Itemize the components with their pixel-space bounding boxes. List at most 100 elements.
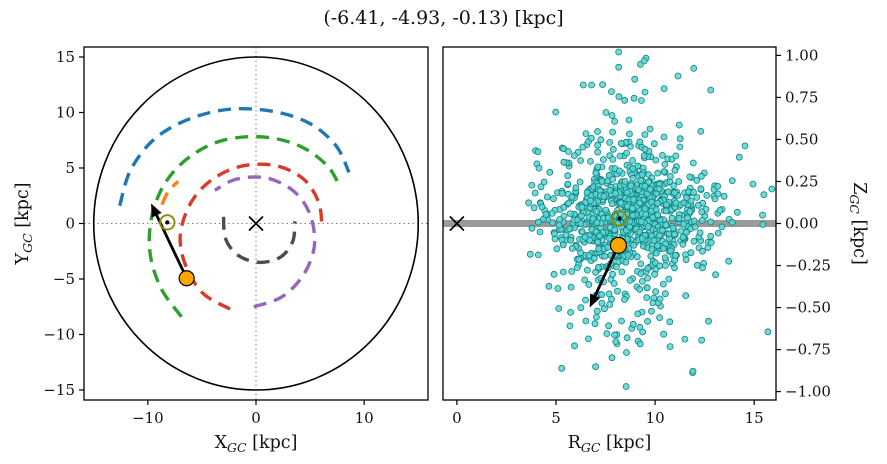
member-star xyxy=(671,189,678,197)
member-star xyxy=(558,364,566,372)
member-star xyxy=(641,88,649,96)
y-tick-label: 0.00 xyxy=(785,215,818,233)
y-tick-label: 0.75 xyxy=(785,88,818,106)
velocity-arrow-shaft xyxy=(593,244,620,297)
member-star xyxy=(725,257,733,265)
member-star xyxy=(650,140,658,148)
member-star xyxy=(661,254,669,262)
member-star xyxy=(741,142,749,150)
member-star xyxy=(582,296,589,304)
member-star xyxy=(548,209,556,217)
member-star xyxy=(603,330,611,338)
member-star xyxy=(651,270,658,278)
member-star xyxy=(643,284,651,292)
member-star xyxy=(698,336,705,344)
member-star xyxy=(592,169,600,177)
member-star xyxy=(571,342,578,350)
member-star xyxy=(687,249,695,257)
x-tick-label: 0 xyxy=(452,409,462,427)
xy-plot-area xyxy=(84,47,428,400)
member-star xyxy=(531,189,539,197)
member-star xyxy=(530,204,538,212)
member-star xyxy=(608,112,616,119)
member-star xyxy=(600,192,608,200)
member-star xyxy=(749,180,757,188)
member-star xyxy=(606,138,614,146)
spiral-arm-scutum-arm xyxy=(214,175,317,309)
member-star xyxy=(558,189,566,197)
member-star xyxy=(638,218,645,226)
member-star xyxy=(593,219,601,226)
member-star xyxy=(630,241,638,249)
member-star xyxy=(697,185,705,193)
member-star xyxy=(648,198,655,206)
member-star xyxy=(575,255,583,263)
member-star xyxy=(582,317,590,325)
member-star xyxy=(595,263,602,271)
member-star xyxy=(672,199,680,207)
member-star xyxy=(694,201,702,209)
member-star xyxy=(560,158,568,166)
velocity-arrow-head xyxy=(151,203,162,218)
member-star xyxy=(602,206,610,214)
member-star xyxy=(565,199,572,207)
member-star xyxy=(615,63,623,71)
member-star xyxy=(609,270,616,278)
member-star xyxy=(559,241,567,249)
member-star xyxy=(616,167,623,175)
member-star xyxy=(593,313,600,321)
member-star xyxy=(672,251,679,259)
member-star xyxy=(594,128,601,135)
member-star xyxy=(631,75,639,83)
member-star xyxy=(675,214,683,222)
member-star xyxy=(535,164,543,172)
member-star xyxy=(665,275,673,283)
member-star xyxy=(629,196,637,204)
member-star xyxy=(644,264,652,272)
spiral-arm-norma-arm xyxy=(221,216,297,265)
member-star xyxy=(587,197,594,205)
member-star xyxy=(764,328,772,336)
member-star xyxy=(690,188,697,196)
member-star xyxy=(605,290,613,298)
member-star xyxy=(690,237,698,245)
member-star xyxy=(578,203,586,211)
cluster-marker xyxy=(609,236,628,254)
member-star xyxy=(599,81,606,88)
member-star xyxy=(720,192,728,200)
member-star xyxy=(641,205,649,213)
member-star xyxy=(556,216,563,223)
member-star xyxy=(698,208,706,216)
member-star xyxy=(567,210,574,218)
member-star xyxy=(656,314,663,322)
member-star xyxy=(536,228,544,236)
member-star xyxy=(682,292,690,300)
member-star xyxy=(578,228,586,236)
member-star xyxy=(623,349,630,356)
galactic-center-marker xyxy=(449,215,465,232)
member-star xyxy=(582,130,590,138)
member-star xyxy=(649,299,657,307)
member-star xyxy=(690,65,698,72)
member-star xyxy=(579,143,587,151)
member-star xyxy=(728,177,736,185)
member-star xyxy=(592,268,599,276)
member-star xyxy=(579,81,587,89)
member-star xyxy=(652,156,660,164)
member-star xyxy=(600,156,607,163)
x-tick-label: 10 xyxy=(646,409,665,427)
member-star xyxy=(567,236,574,244)
member-star xyxy=(707,218,715,226)
member-star xyxy=(707,239,715,247)
y-tick-label: −15 xyxy=(43,381,75,399)
member-star xyxy=(759,211,766,219)
spiral-arm-outer-arm xyxy=(118,106,351,207)
member-star xyxy=(595,245,602,253)
sun-marker-dot xyxy=(617,216,622,221)
member-star xyxy=(577,219,585,227)
member-star xyxy=(546,168,554,176)
member-star xyxy=(577,157,584,164)
y-tick-label: 15 xyxy=(56,48,75,66)
member-star xyxy=(648,245,656,253)
